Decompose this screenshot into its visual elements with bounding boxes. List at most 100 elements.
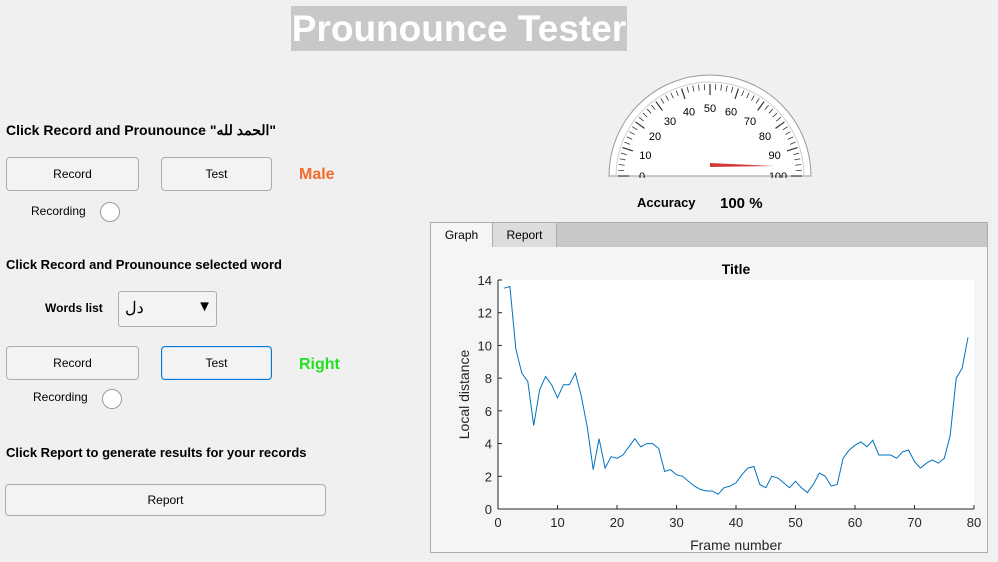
instruction-selected-word: Click Record and Prounounce selected wor… [6, 257, 282, 272]
gauge-tick [665, 95, 669, 101]
app-title: Prounounce Tester [291, 6, 627, 51]
gauge-tick [776, 117, 782, 122]
gauge-tick [787, 136, 794, 140]
gauge-tick [620, 152, 627, 156]
recording-label-2: Recording [33, 390, 88, 404]
gauge-tick-label: 80 [759, 131, 771, 143]
gauge-tick [793, 152, 800, 156]
gauge-tick-label: 70 [744, 116, 756, 128]
gauge-tick [768, 108, 774, 114]
word-result: Right [299, 356, 340, 373]
instruction-record-phrase: Click Record and Prounounce "الحمد لله" [6, 122, 277, 138]
gauge-tick [725, 85, 728, 92]
tab-graph[interactable]: Graph [431, 223, 493, 247]
gauge-tick [618, 164, 625, 166]
gauge-tick [660, 98, 665, 104]
y-tick-label: 14 [478, 273, 492, 288]
x-tick-label: 60 [848, 515, 862, 530]
gauge-tick [680, 88, 686, 100]
recording-lamp-1 [100, 202, 120, 222]
gauge-tick [638, 117, 644, 122]
record-button-1[interactable]: Record [6, 157, 139, 191]
gauge-tick-label: 60 [725, 106, 737, 118]
gauge-tick [619, 158, 626, 161]
words-list-label: Words list [45, 301, 103, 315]
gauge-tick [670, 92, 674, 99]
gauge-tick [785, 131, 791, 135]
gauge-tick [775, 121, 785, 129]
gauge-tick [646, 108, 652, 114]
y-axis-label: Local distance [456, 350, 472, 440]
x-tick-label: 50 [788, 515, 802, 530]
x-tick-label: 20 [610, 515, 624, 530]
test-button-1[interactable]: Test [161, 157, 272, 191]
gauge-tick [692, 85, 695, 92]
recording-label-1: Recording [31, 204, 86, 218]
y-tick-label: 2 [485, 469, 492, 484]
gauge-tick [629, 131, 635, 135]
gauge-tick-label: 40 [683, 106, 695, 118]
gauge-tick [651, 104, 656, 110]
gauge-tick [757, 101, 765, 111]
test-button-2[interactable]: Test [161, 346, 272, 380]
gauge-needle [710, 163, 774, 167]
gauge-tick-label: 50 [704, 103, 716, 115]
gauge-tick-label: 10 [639, 150, 651, 162]
gauge-tick-label: 20 [649, 131, 661, 143]
chevron-down-icon: ▼ [197, 298, 212, 315]
tab-bar: Graph Report [431, 223, 987, 247]
report-button[interactable]: Report [5, 484, 326, 516]
tab-report[interactable]: Report [493, 223, 557, 247]
y-tick-label: 0 [485, 502, 492, 517]
gauge-tick [686, 86, 690, 93]
gender-result: Male [299, 166, 335, 183]
gauge-tick [730, 86, 734, 93]
gauge-tick [720, 84, 722, 91]
instruction-report: Click Report to generate results for you… [6, 445, 307, 460]
record-button-2[interactable]: Record [6, 346, 139, 380]
gauge-tick [635, 121, 645, 129]
gauge-tick [642, 112, 648, 118]
gauge-tick [782, 126, 788, 131]
gauge-tick [794, 158, 801, 161]
x-tick-label: 70 [907, 515, 921, 530]
gauge-tick-label: 30 [664, 116, 676, 128]
y-tick-label: 8 [485, 371, 492, 386]
gauge-tick [789, 141, 796, 145]
gauge-tick [655, 101, 663, 111]
gauge-tick [675, 90, 679, 97]
gauge-tick [751, 95, 755, 101]
gauge-tick [632, 126, 638, 131]
distance-chart: 0 10 20 30 40 50 60 70 80 0 2 4 6 8 10 12 14 Title Frame n… [431, 247, 987, 552]
results-tab-group: Graph Report 0 10 20 30 40 50 60 70 80 0 2 4 6 8 10 12 1… [430, 222, 988, 553]
y-tick-label: 6 [485, 404, 492, 419]
plot-area [498, 280, 974, 509]
x-axis-label: Frame number [690, 537, 782, 552]
x-tick-label: 0 [494, 515, 501, 530]
x-tick-label: 40 [729, 515, 743, 530]
chart-title: Title [722, 261, 751, 277]
y-tick-label: 4 [485, 437, 492, 452]
words-list-dropdown[interactable]: دل ▼ [118, 291, 217, 327]
gauge-tick [746, 92, 750, 99]
accuracy-value: 100 % [720, 195, 763, 212]
gauge-tick [626, 136, 633, 140]
gauge-tick [772, 112, 778, 118]
gauge-tick [795, 164, 802, 166]
accuracy-label: Accuracy [637, 195, 696, 210]
words-list-selected: دل [125, 300, 144, 317]
y-tick-label: 10 [478, 338, 492, 353]
gauge-tick [786, 146, 798, 152]
gauge-tick [734, 88, 740, 100]
gauge-tick [624, 141, 631, 145]
recording-lamp-2 [102, 389, 122, 409]
gauge-tick-label: 100 [769, 171, 787, 178]
series-line [503, 285, 969, 495]
gauge-tick-label: 90 [769, 150, 781, 162]
x-tick-label: 80 [967, 515, 981, 530]
gauge-tick [741, 90, 745, 97]
x-tick-label: 10 [550, 515, 564, 530]
gauge-tick [698, 84, 700, 91]
gauge-tick [622, 146, 634, 152]
